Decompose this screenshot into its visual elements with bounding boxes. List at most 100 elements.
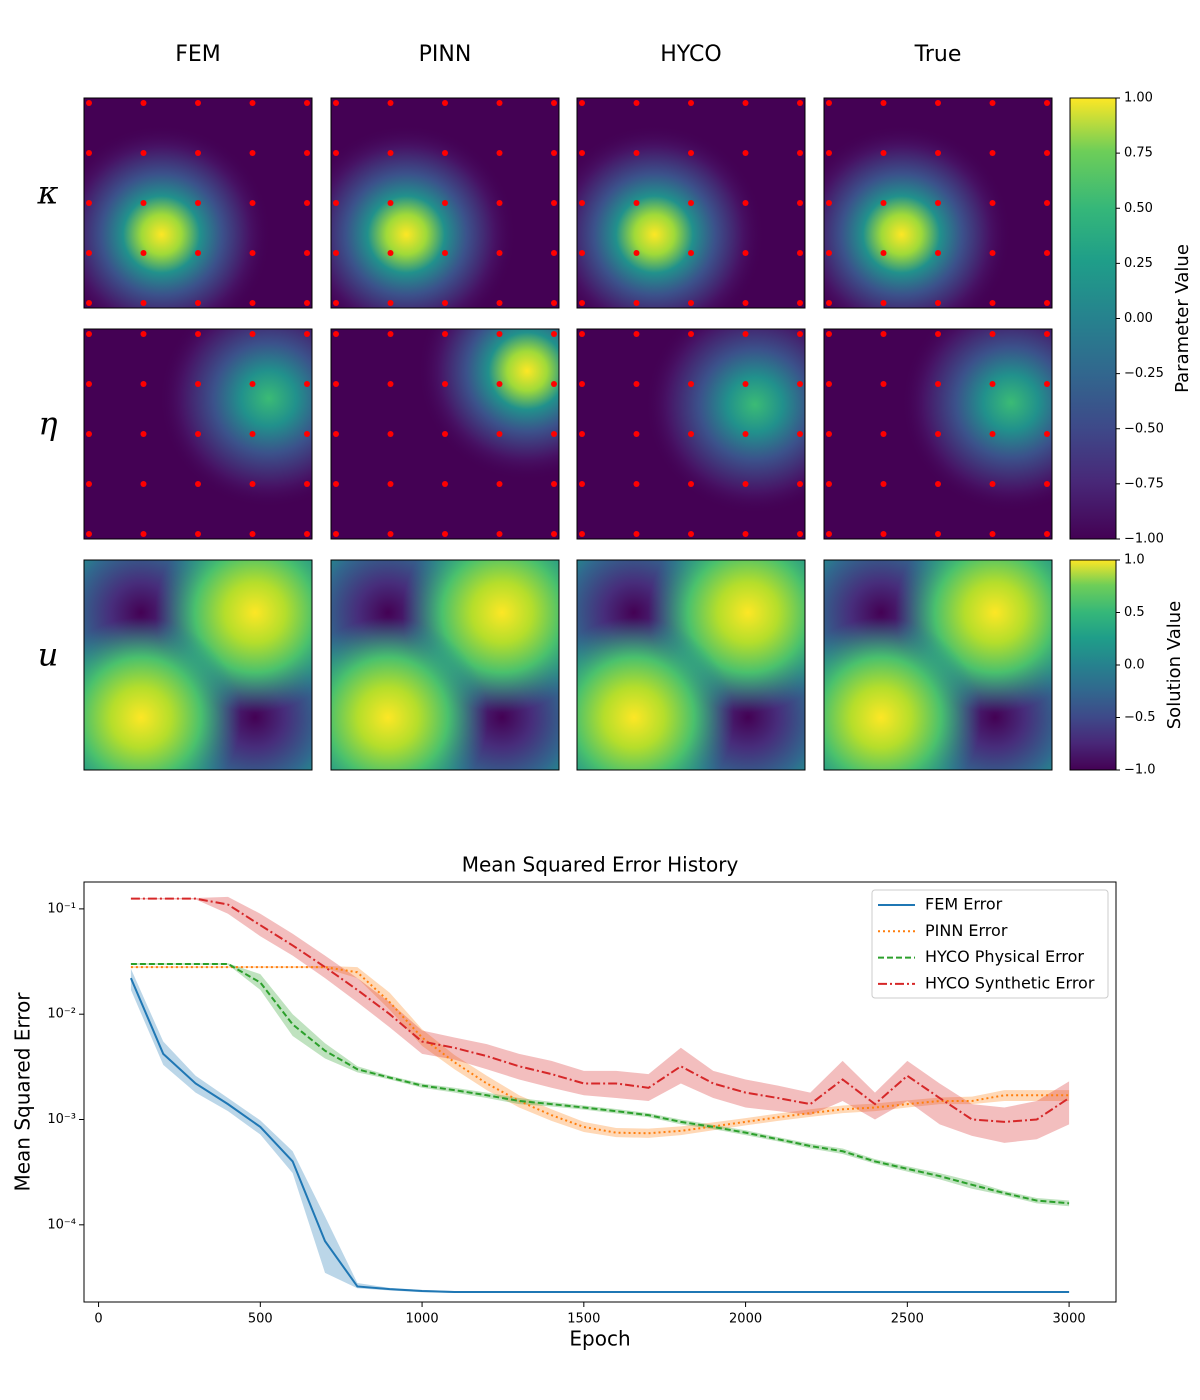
heatmap-panel	[824, 560, 1052, 770]
sensor-point	[688, 381, 694, 387]
row-label: κ	[37, 174, 59, 212]
series-line	[130, 962, 1070, 1205]
sensor-point	[333, 150, 339, 156]
sensor-point	[442, 431, 448, 437]
colorbar-tick-label: 1.0	[1124, 553, 1145, 568]
column-title: FEM	[175, 42, 221, 67]
sensor-point	[249, 100, 256, 106]
colorbar-tick-label: 1.00	[1124, 91, 1153, 106]
sensor-point	[387, 100, 394, 106]
sensor-point	[195, 331, 201, 337]
sensor-point	[826, 150, 832, 156]
sensor-point	[195, 431, 201, 437]
sensor-point	[826, 250, 832, 256]
sensor-point	[1044, 200, 1050, 206]
sensor-point	[935, 381, 941, 387]
heatmap-blob	[84, 124, 272, 308]
sensor-point	[579, 331, 585, 337]
sensor-point	[387, 150, 394, 156]
sensor-point	[496, 100, 503, 106]
colorbar-label: Solution Value	[1164, 601, 1185, 729]
panel-frame	[83, 328, 313, 540]
sensor-point	[333, 100, 339, 106]
sensor-point	[880, 300, 887, 306]
heatmap-blob	[577, 617, 734, 770]
sensor-point	[742, 250, 749, 256]
sensor-point	[633, 431, 640, 437]
chart-title: Mean Squared Error History	[462, 853, 739, 877]
legend-box	[871, 889, 1109, 999]
sensor-point	[86, 150, 92, 156]
sensor-point	[989, 250, 996, 256]
colorbar-tick-label: −0.75	[1124, 476, 1164, 491]
colorbar-tick-label: 0.0	[1124, 658, 1145, 673]
sensor-point	[140, 200, 147, 206]
sensor-point	[304, 250, 310, 256]
colorbar-label: Parameter Value	[1172, 244, 1193, 393]
sensor-point	[86, 481, 92, 487]
colorbar-tick-label: −0.25	[1124, 366, 1164, 381]
sensor-point	[551, 331, 557, 337]
sensor-point	[688, 431, 694, 437]
sensor-point	[86, 531, 92, 537]
sensor-point	[579, 200, 585, 206]
sensor-point	[633, 250, 640, 256]
sensor-point	[688, 250, 694, 256]
column-title: True	[914, 42, 962, 67]
heatmap-blob	[824, 124, 1012, 308]
heatmap-blob	[644, 329, 805, 515]
sensor-point	[442, 200, 448, 206]
error-band	[130, 896, 1070, 1143]
sensor-point	[304, 200, 310, 206]
sensor-point	[551, 100, 557, 106]
heatmap-panel	[577, 329, 805, 539]
sensor-point	[633, 531, 640, 537]
sensor-point	[935, 200, 941, 206]
sensor-point	[496, 331, 503, 337]
sensor-point	[304, 150, 310, 156]
sensor-point	[442, 100, 448, 106]
sensor-point	[989, 300, 996, 306]
sensor-point	[880, 431, 887, 437]
sensor-point	[333, 481, 339, 487]
sensor-point	[935, 300, 941, 306]
sensor-point	[86, 250, 92, 256]
sensor-point	[688, 531, 694, 537]
heatmap-blob	[824, 617, 981, 770]
sensor-point	[496, 481, 503, 487]
sensor-point	[688, 200, 694, 206]
sensor-point	[249, 300, 256, 306]
sensor-point	[140, 531, 147, 537]
colorbar	[1069, 559, 1117, 771]
sensor-point	[387, 431, 394, 437]
sensor-point	[1044, 381, 1050, 387]
colorbar-tick-label: −0.5	[1124, 710, 1156, 725]
sensor-point	[496, 150, 503, 156]
sensor-point	[496, 381, 503, 387]
sensor-point	[195, 250, 201, 256]
sensor-point	[140, 250, 147, 256]
sensor-point	[579, 150, 585, 156]
colorbar-tick-label: 0.50	[1124, 201, 1153, 216]
sensor-point	[86, 381, 92, 387]
sensor-point	[442, 481, 448, 487]
sensor-point	[797, 431, 803, 437]
sensor-point	[633, 100, 640, 106]
sensor-point	[304, 331, 310, 337]
sensor-point	[195, 481, 201, 487]
sensor-point	[742, 200, 749, 206]
sensor-point	[742, 300, 749, 306]
sensor-point	[935, 331, 941, 337]
sensor-point	[333, 381, 339, 387]
sensor-point	[304, 481, 310, 487]
y-tick-label: 10⁻³	[47, 1112, 76, 1127]
heatmap-panel	[331, 329, 559, 539]
sensor-point	[1044, 431, 1050, 437]
colorbar-tick-label: 0.00	[1124, 311, 1153, 326]
sensor-point	[742, 100, 749, 106]
sensor-point	[333, 250, 339, 256]
sensor-point	[579, 381, 585, 387]
sensor-point	[387, 250, 394, 256]
sensor-point	[935, 250, 941, 256]
sensor-point	[880, 200, 887, 206]
